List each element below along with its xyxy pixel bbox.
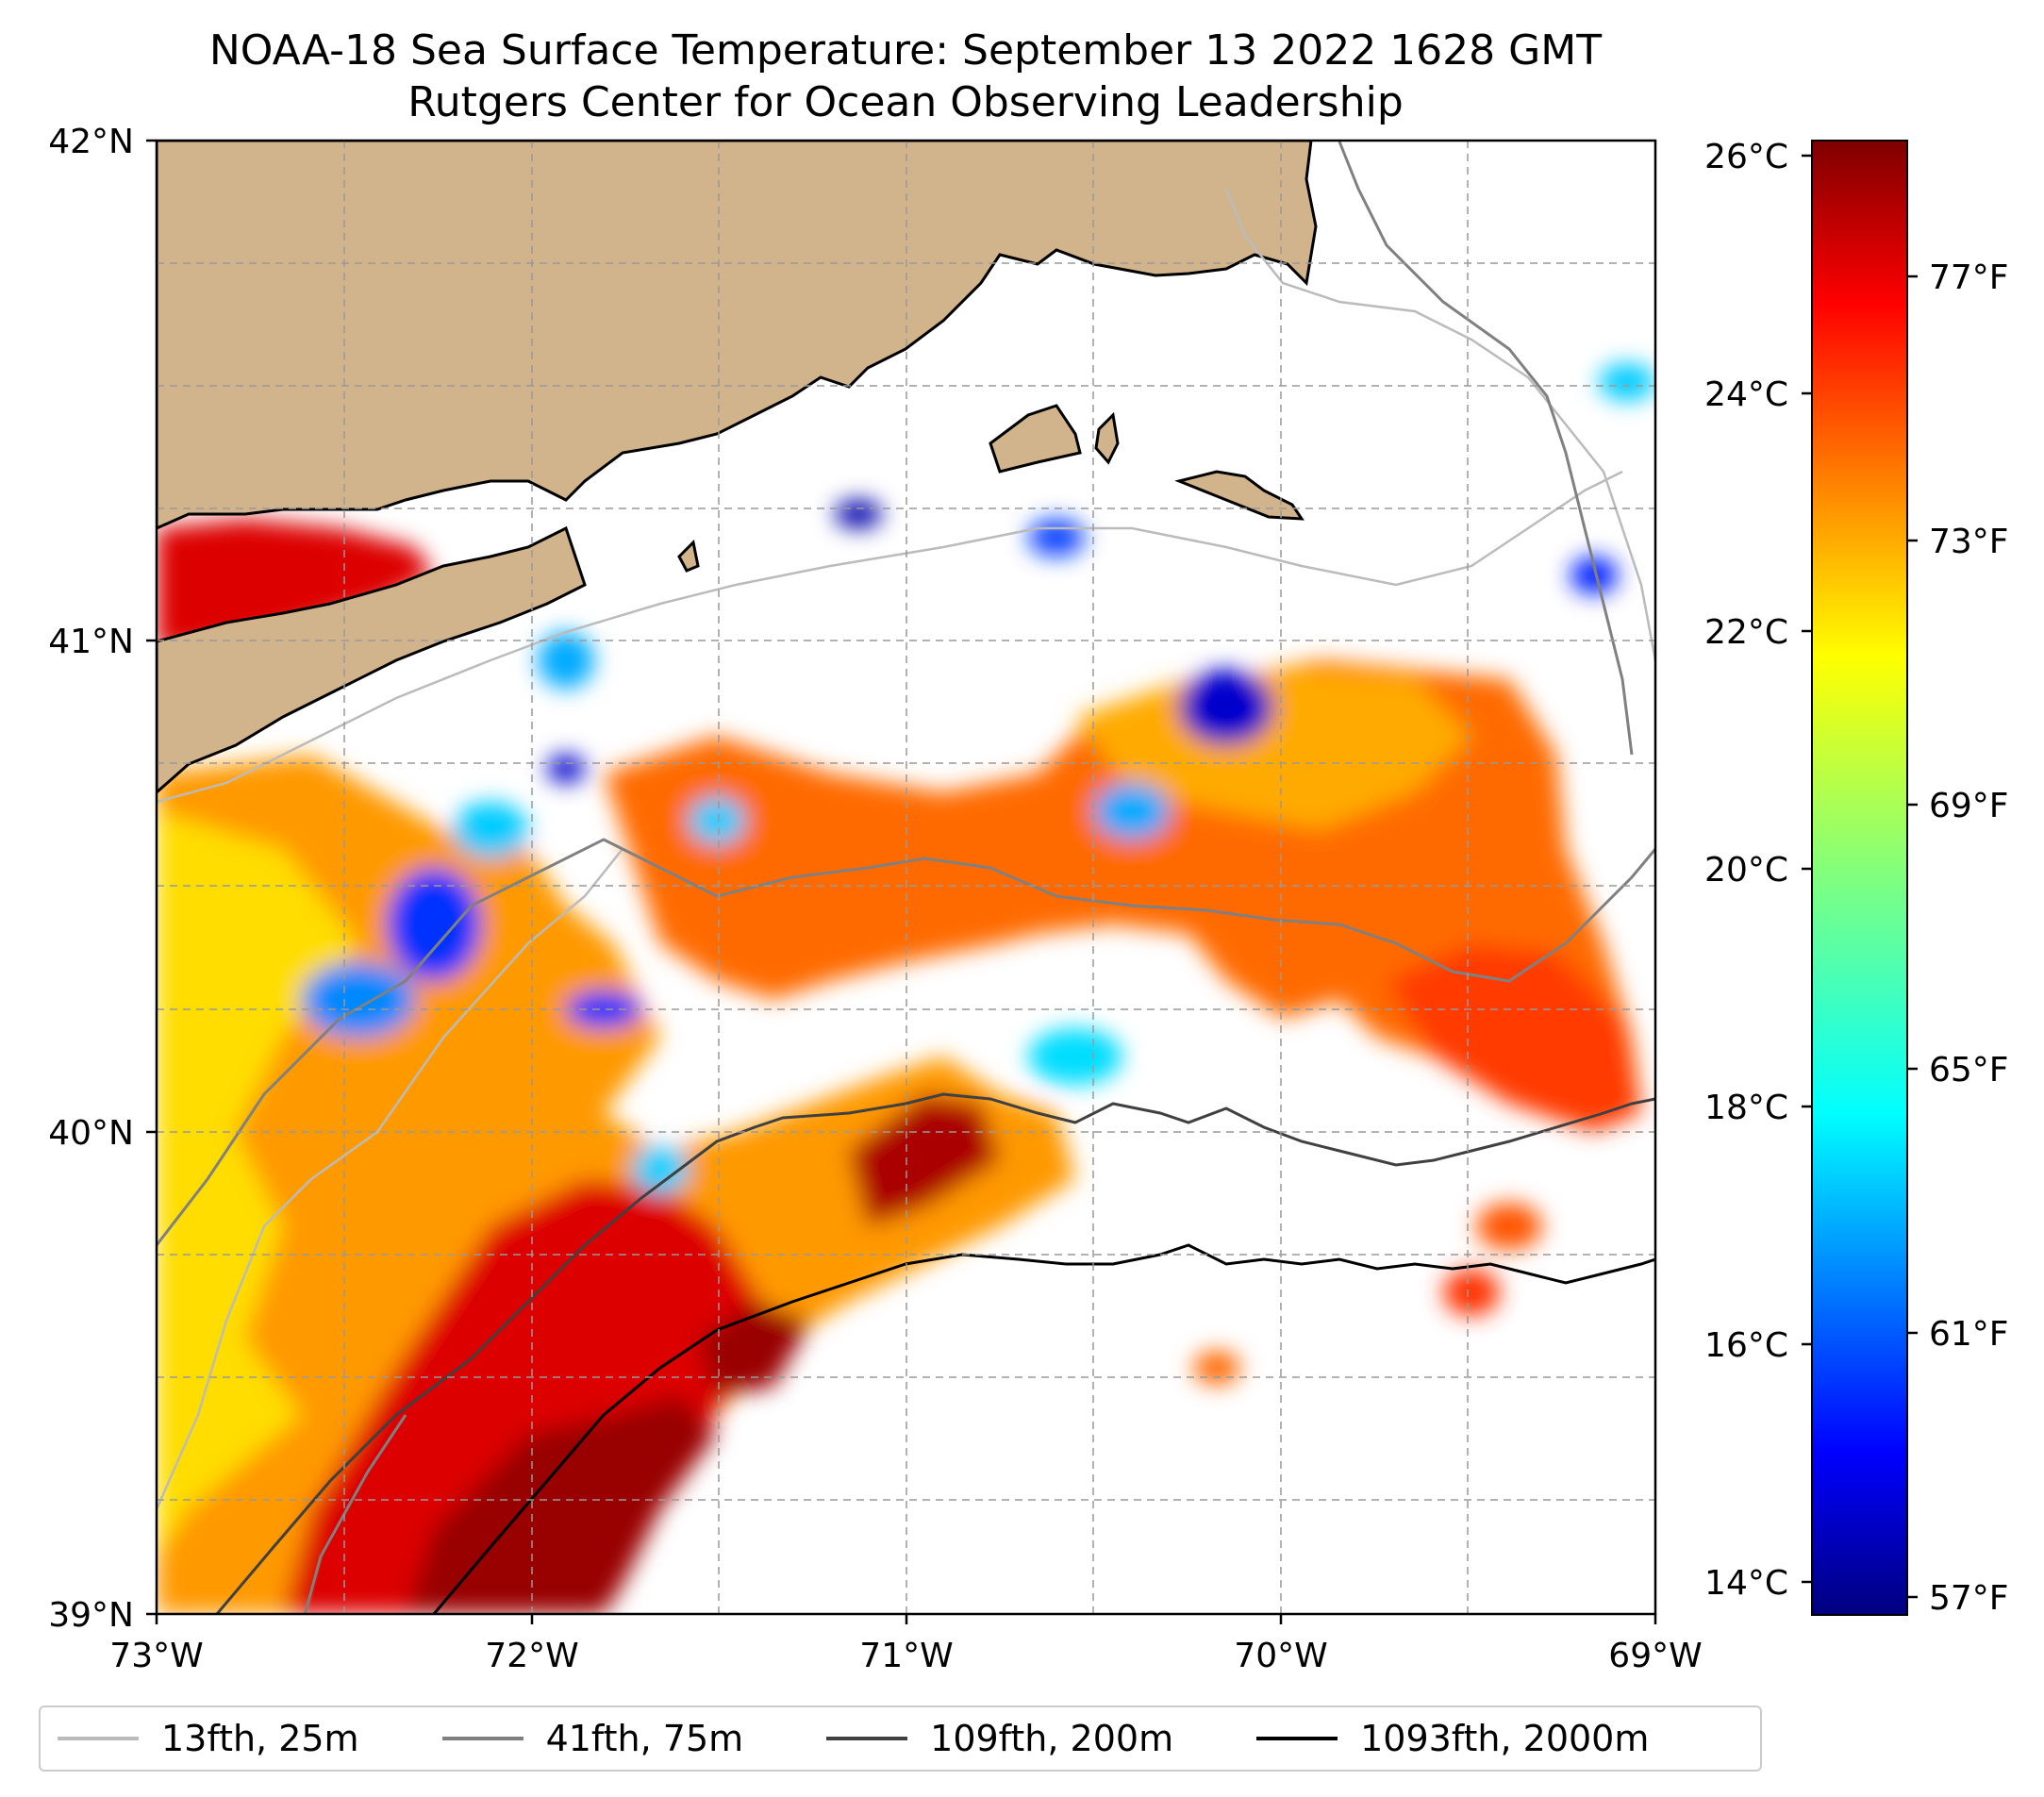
fahrenheit-tick-label: 61°F <box>1929 1315 2009 1354</box>
legend-label: 109fth, 200m <box>930 1718 1174 1759</box>
map-title: NOAA-18 Sea Surface Temperature: Septemb… <box>208 26 1603 75</box>
colorbar-celsius-ticks <box>1802 154 1812 1584</box>
lon-tick-label: 71°W <box>859 1637 953 1675</box>
legend-line-25m <box>58 1737 139 1740</box>
legend-item-75m: 41fth, 75m <box>441 1718 744 1759</box>
lon-tick-labels: 73°W 72°W 71°W 70°W 69°W <box>109 1637 1702 1675</box>
legend-line-200m <box>826 1737 908 1740</box>
legend-line-75m <box>441 1737 523 1740</box>
legend-label: 41fth, 75m <box>545 1718 744 1759</box>
lat-tick-label: 41°N <box>48 623 134 661</box>
lat-tick-label: 42°N <box>48 123 134 161</box>
celsius-tick-label: 16°C <box>1704 1326 1788 1365</box>
sst-field <box>157 660 1641 1614</box>
fahrenheit-tick-label: 73°F <box>1929 523 2009 561</box>
lon-tick-label: 72°W <box>485 1637 578 1675</box>
sst-scattered-patches <box>538 363 1655 1385</box>
legend-item-200m: 109fth, 200m <box>826 1718 1173 1759</box>
legend-line-2000m <box>1256 1737 1338 1740</box>
fahrenheit-tick-label: 65°F <box>1929 1051 2009 1090</box>
celsius-tick-label: 14°C <box>1704 1564 1788 1603</box>
bathymetry-25m <box>157 188 1655 1510</box>
lon-tick-label: 73°W <box>109 1637 203 1675</box>
celsius-tick-label: 20°C <box>1704 851 1788 890</box>
sst-long-island-sound <box>157 519 434 651</box>
legend-label: 1093fth, 2000m <box>1360 1718 1650 1759</box>
bathymetry-legend: 13fth, 25m 41fth, 75m 109fth, 200m 1093f… <box>39 1705 1762 1772</box>
celsius-tick-label: 26°C <box>1704 138 1788 176</box>
bathymetry-2000m <box>432 1243 1655 1614</box>
map-panel <box>157 141 1655 1614</box>
celsius-tick-label: 24°C <box>1704 375 1788 414</box>
fahrenheit-tick-label: 69°F <box>1929 787 2009 825</box>
lat-tick-label: 40°N <box>48 1114 134 1153</box>
axis-ticks <box>146 139 1657 1624</box>
map-subtitle: Rutgers Center for Ocean Observing Leade… <box>407 78 1404 126</box>
colorbar-fahrenheit-ticks <box>1907 275 1918 1599</box>
lat-tick-labels: 42°N 41°N 40°N 39°N <box>48 123 134 1635</box>
legend-label: 13fth, 25m <box>161 1718 359 1759</box>
colorbar <box>1811 140 1908 1616</box>
lon-tick-label: 69°W <box>1608 1637 1702 1675</box>
bathymetry-200m <box>215 1092 1655 1614</box>
celsius-tick-label: 22°C <box>1704 613 1788 652</box>
fahrenheit-tick-label: 77°F <box>1929 258 2009 297</box>
celsius-tick-label: 18°C <box>1704 1089 1788 1127</box>
lat-tick-label: 39°N <box>48 1596 134 1635</box>
legend-item-2000m: 1093fth, 2000m <box>1256 1718 1649 1759</box>
lon-tick-label: 70°W <box>1234 1637 1327 1675</box>
legend-item-25m: 13fth, 25m <box>58 1718 359 1759</box>
fahrenheit-tick-label: 57°F <box>1929 1579 2009 1618</box>
land <box>157 141 1318 795</box>
